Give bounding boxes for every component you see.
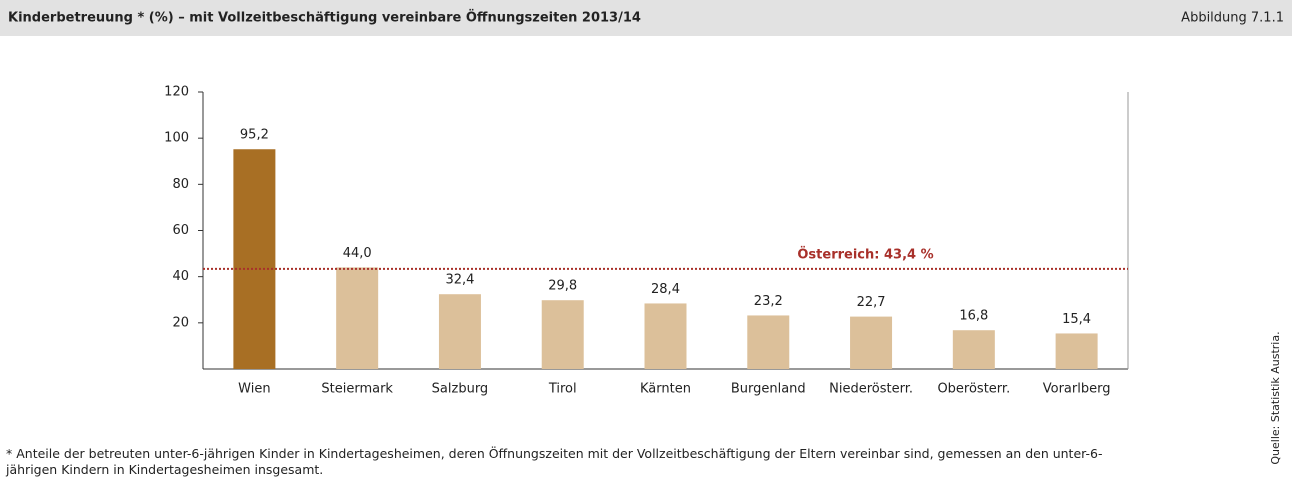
y-tick-label: 80: [172, 177, 189, 192]
x-tick-label: Kärnten: [640, 382, 691, 397]
y-tick-label: 60: [172, 223, 189, 238]
x-tick-label: Wien: [238, 382, 270, 397]
y-tick-label: 40: [172, 269, 189, 284]
data-label: 32,4: [445, 273, 474, 288]
data-label: 16,8: [959, 309, 988, 324]
bar: [233, 149, 276, 369]
data-label: 44,0: [343, 246, 372, 261]
reference-label: Österreich: 43,4 %: [797, 246, 933, 262]
y-tick-label: 20: [172, 315, 189, 330]
data-label: 29,8: [548, 279, 577, 294]
data-label: 15,4: [1062, 312, 1091, 327]
bar: [644, 303, 687, 369]
bar: [747, 315, 790, 369]
x-tick-label: Vorarlberg: [1043, 382, 1111, 397]
header-bar: [0, 0, 1292, 36]
x-tick-label: Salzburg: [432, 382, 489, 397]
x-tick-label: Steiermark: [321, 382, 393, 397]
data-label: 22,7: [857, 295, 886, 310]
data-label: 23,2: [754, 294, 783, 309]
y-tick-label: 120: [164, 85, 189, 100]
x-tick-label: Burgenland: [731, 382, 806, 397]
x-tick-label: Tirol: [548, 382, 577, 397]
bar: [438, 294, 481, 369]
chart-title: Kinderbetreuung * (%) – mit Vollzeitbesc…: [8, 10, 641, 26]
bar: [336, 267, 379, 369]
bar: [850, 316, 893, 369]
data-label: 28,4: [651, 282, 680, 297]
bar: [1055, 333, 1098, 369]
y-tick-label: 100: [164, 131, 189, 146]
data-label: 95,2: [240, 128, 269, 143]
figure-label: Abbildung 7.1.1: [1181, 11, 1284, 26]
bar: [952, 330, 995, 369]
bar: [541, 300, 584, 369]
x-tick-label: Niederösterr.: [829, 382, 913, 397]
footnote: * Anteile der betreuten unter-6-jährigen…: [6, 446, 1103, 477]
x-tick-label: Oberösterr.: [937, 382, 1010, 397]
source: Quelle: Statistik Austria.: [1269, 331, 1282, 464]
